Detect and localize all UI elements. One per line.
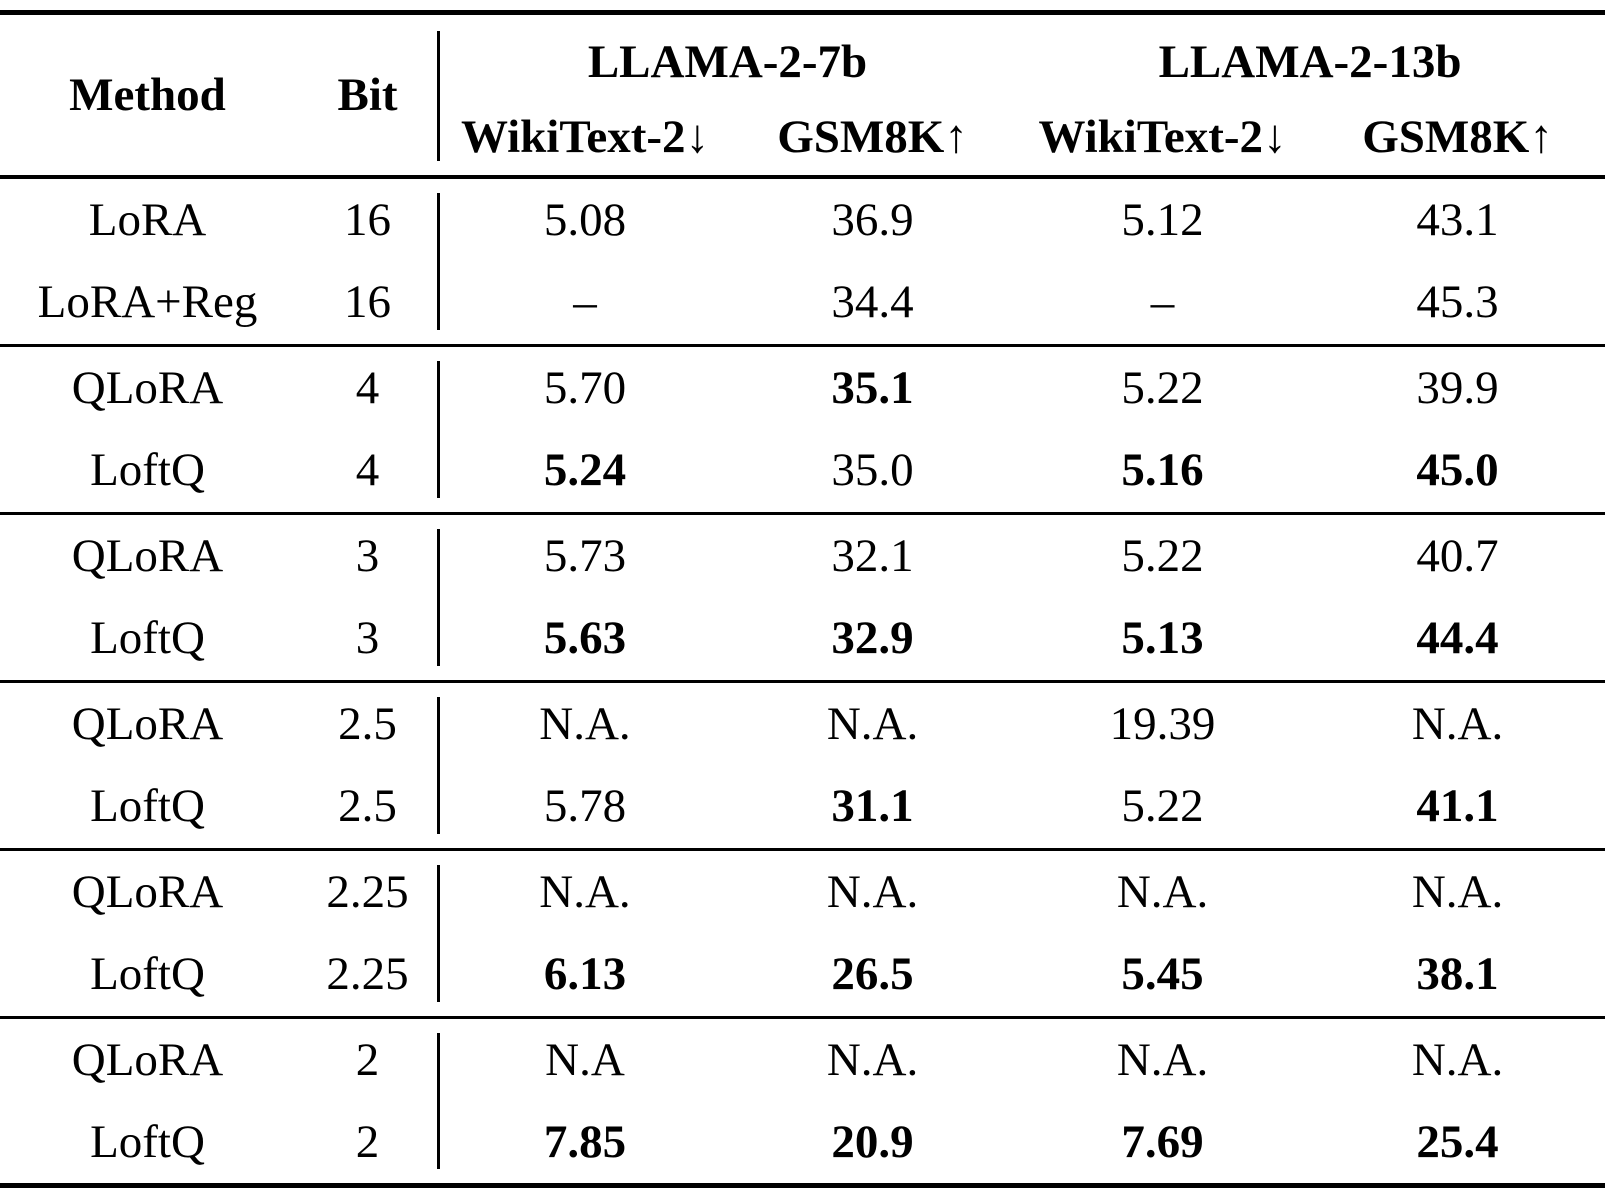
bit-cell: 2.25 <box>295 849 440 933</box>
value-cell: 32.1 <box>831 529 914 582</box>
value-cell: N.A. <box>1411 1033 1504 1086</box>
value-cell: 43.1 <box>1416 194 1499 246</box>
bit-cell: 2.5 <box>295 765 440 849</box>
value-cell: 31.1 <box>831 780 914 833</box>
table-row: QLoRA 3 5.73 32.1 5.22 40.7 <box>0 513 1605 597</box>
bit-cell: 2.25 <box>295 933 440 1017</box>
col-header-gsm8k-13b: GSM8K↑ <box>1362 111 1553 163</box>
header-row-groups: Method Bit LLAMA-2-7b LLAMA-2-13b <box>0 12 1605 177</box>
value-cell: – <box>573 276 597 329</box>
value-cell: 40.7 <box>1416 529 1499 582</box>
value-cell: N.A. <box>826 697 919 750</box>
value-cell: N.A. <box>826 1033 919 1086</box>
bit-cell: 2 <box>295 1101 440 1185</box>
value-cell: 5.73 <box>543 529 627 582</box>
col-header-bit: Bit <box>295 12 440 177</box>
bit-cell: 16 <box>295 177 440 261</box>
value-cell: 5.22 <box>1121 780 1204 833</box>
method-cell: LoftQ <box>90 948 205 1001</box>
bit-cell: 2.5 <box>295 681 440 765</box>
method-cell: LoftQ <box>90 612 205 665</box>
value-cell: 45.3 <box>1416 276 1499 329</box>
table-row: QLoRA 4 5.70 35.1 5.22 39.9 <box>0 345 1605 429</box>
col-header-wikitext2-13b: WikiText-2↓ <box>1038 111 1287 163</box>
method-cell: QLoRA <box>71 1033 224 1086</box>
bit-cell: 4 <box>295 429 440 513</box>
table-row: LoftQ 2.25 6.13 26.5 5.45 38.1 <box>0 933 1605 1017</box>
value-cell: 5.70 <box>543 361 627 414</box>
bit-cell: 4 <box>295 345 440 429</box>
value-cell: 35.0 <box>831 444 914 497</box>
method-cell: QLoRA <box>71 697 224 750</box>
value-cell: 5.45 <box>1121 948 1204 1001</box>
value-cell: 5.22 <box>1121 529 1204 582</box>
value-cell: 6.13 <box>543 948 627 1001</box>
value-cell: N.A. <box>1116 865 1209 918</box>
value-cell: N.A. <box>539 865 631 918</box>
value-cell: N.A. <box>1411 697 1504 750</box>
method-cell: QLoRA <box>71 361 224 414</box>
value-cell: – <box>1150 276 1175 329</box>
col-header-method: Method <box>69 69 226 121</box>
value-cell: 7.85 <box>543 1115 627 1168</box>
bit-cell: 2 <box>295 1017 440 1101</box>
value-cell: N.A. <box>1411 865 1504 918</box>
table-row: LoftQ 4 5.24 35.0 5.16 45.0 <box>0 429 1605 513</box>
value-cell: 5.22 <box>1121 361 1204 414</box>
value-cell: 7.69 <box>1121 1115 1204 1168</box>
table-body: LoRA 16 5.08 36.9 5.12 43.1 LoRA+Reg 16–34.4–45… <box>0 177 1605 1185</box>
value-cell: 25.4 <box>1416 1115 1499 1168</box>
table-row: QLoRA 2.5 N.A. N.A. 19.39 N.A. <box>0 681 1605 765</box>
value-cell: 5.78 <box>543 780 627 833</box>
value-cell: N.A. <box>539 697 631 750</box>
col-group-llama-2-13b: LLAMA-2-13b <box>1158 36 1462 88</box>
results-table: Method Bit LLAMA-2-7b LLAMA-2-13b WikiTe… <box>0 10 1605 1188</box>
value-cell: 5.12 <box>1121 194 1204 246</box>
value-cell: 5.13 <box>1121 612 1204 665</box>
value-cell: 5.63 <box>543 612 627 665</box>
value-cell: 44.4 <box>1416 612 1499 665</box>
table-row: QLoRA 2 N.A N.A. N.A. N.A. <box>0 1017 1605 1101</box>
bit-cell: 3 <box>295 597 440 681</box>
table-row: LoftQ 2.5 5.78 31.1 5.22 41.1 <box>0 765 1605 849</box>
method-cell: QLoRA <box>71 865 224 918</box>
value-cell: 5.24 <box>543 444 627 497</box>
col-group-llama-2-7b: LLAMA-2-7b <box>587 36 868 88</box>
table-row: LoRA 16 5.08 36.9 5.12 43.1 <box>0 177 1605 261</box>
bit-cell: 3 <box>295 513 440 597</box>
method-cell: QLoRA <box>71 529 224 582</box>
header-row-metrics: WikiText-2↓ GSM8K↑ WikiText-2↓ GSM8K↑ <box>0 99 1605 177</box>
col-header-gsm8k-7b: GSM8K↑ <box>777 111 968 163</box>
method-cell: LoftQ <box>90 780 205 833</box>
value-cell: 36.9 <box>831 194 914 246</box>
value-cell: N.A. <box>826 865 919 918</box>
value-cell: N.A. <box>1116 1033 1209 1086</box>
value-cell: 26.5 <box>831 948 914 1001</box>
value-cell: 41.1 <box>1416 780 1499 833</box>
value-cell: 35.1 <box>831 361 914 414</box>
table-row: QLoRA 2.25 N.A. N.A. N.A. N.A. <box>0 849 1605 933</box>
col-header-wikitext2-7b: WikiText-2↓ <box>460 111 710 163</box>
value-cell: 19.39 <box>1109 697 1216 750</box>
table-row: LoRA+Reg 16 – 34.4 – 45.3 <box>0 261 1605 345</box>
table-header: Method Bit LLAMA-2-7b LLAMA-2-13b WikiTe… <box>0 12 1605 177</box>
value-cell: 34.4 <box>831 276 914 329</box>
table-row: LoftQ 3 5.63 32.9 5.13 44.4 <box>0 597 1605 681</box>
method-cell: LoftQ <box>90 444 205 497</box>
value-cell: 38.1 <box>1416 948 1499 1001</box>
value-cell: 5.16 <box>1121 444 1204 497</box>
value-cell: 5.08 <box>543 194 627 246</box>
table-row: LoftQ 2 7.85 20.9 7.69 25.4 <box>0 1101 1605 1185</box>
method-cell: LoftQ <box>90 1115 205 1168</box>
value-cell: N.A <box>545 1033 625 1086</box>
value-cell: 20.9 <box>831 1115 914 1168</box>
method-cell: LoRA+Reg <box>37 276 258 329</box>
value-cell: 32.9 <box>831 612 914 665</box>
value-cell: 45.0 <box>1416 444 1499 497</box>
value-cell: 39.9 <box>1416 361 1499 414</box>
bit-cell: 16 <box>295 261 440 345</box>
method-cell: LoRA <box>88 194 207 246</box>
